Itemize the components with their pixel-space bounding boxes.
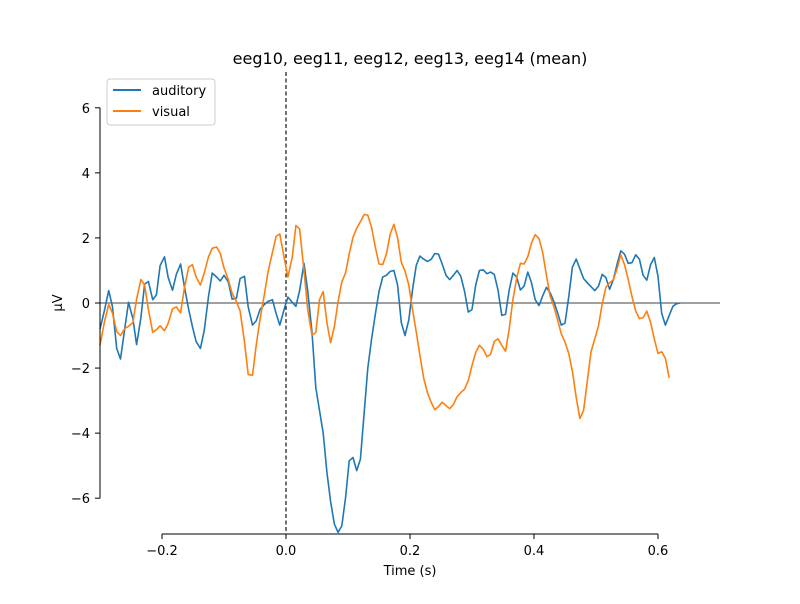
x-axis-label: Time (s) [383,564,437,579]
x-tick-label: 0.4 [524,544,545,559]
x-tick-label: 0.6 [648,544,669,559]
legend-label-auditory: auditory [152,84,206,99]
legend: auditory visual [106,78,216,126]
series-line-visual [99,213,670,420]
x-tick-label: −0.2 [146,544,178,559]
y-axis-label: µV [51,294,66,311]
y-tick-label: 0 [82,297,90,312]
y-tick-label: −2 [71,362,90,377]
legend-label-visual: visual [152,105,190,120]
y-tick-label: 2 [82,232,90,247]
chart-title: eeg10, eeg11, eeg12, eeg13, eeg14 (mean) [233,49,588,68]
y-tick-label: 4 [82,167,90,182]
series-line-auditory [99,250,681,534]
x-tick-label: 0.0 [276,544,297,559]
y-tick-label: −6 [71,492,90,507]
y-tick-label: −4 [71,427,90,442]
x-tick-label: 0.2 [400,544,421,559]
y-tick-label: 6 [82,102,90,117]
